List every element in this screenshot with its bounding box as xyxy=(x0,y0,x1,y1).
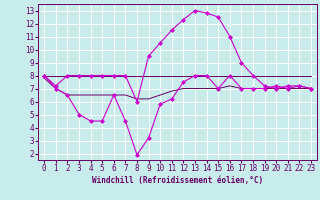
X-axis label: Windchill (Refroidissement éolien,°C): Windchill (Refroidissement éolien,°C) xyxy=(92,176,263,185)
